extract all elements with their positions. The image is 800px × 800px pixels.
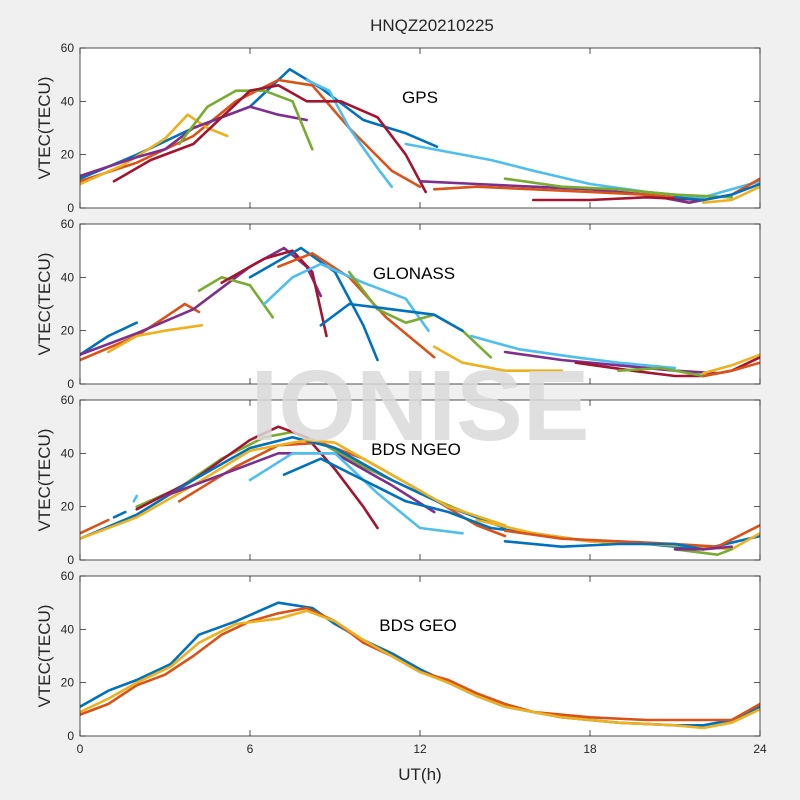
series-line-18 bbox=[701, 361, 760, 378]
series-group bbox=[80, 246, 760, 378]
series-line-8 bbox=[80, 438, 507, 541]
y-tick-label: 0 bbox=[67, 201, 74, 215]
x-tick-label: 24 bbox=[753, 742, 767, 756]
y-tick-label: 40 bbox=[61, 446, 75, 460]
y-tick-label: 0 bbox=[67, 729, 74, 743]
series-line-11 bbox=[503, 177, 734, 199]
y-tick-label: 20 bbox=[61, 676, 75, 690]
x-axis-label: UT(h) bbox=[398, 765, 441, 784]
series-line-3 bbox=[80, 609, 760, 730]
series-line-15 bbox=[673, 547, 734, 557]
series-line-14 bbox=[701, 185, 760, 204]
y-axis-label: VTEC(TECU) bbox=[35, 429, 54, 532]
series-line-13 bbox=[503, 523, 760, 549]
series-line-11 bbox=[319, 302, 464, 333]
x-tick-label: 6 bbox=[247, 742, 254, 756]
series-line-3 bbox=[132, 494, 138, 503]
plot-area bbox=[80, 224, 760, 384]
series-line-16 bbox=[673, 545, 734, 551]
series-line-6 bbox=[220, 249, 328, 338]
x-tick-label: 12 bbox=[413, 742, 427, 756]
series-line-12 bbox=[432, 345, 564, 373]
y-tick-label: 0 bbox=[67, 377, 74, 391]
series-group bbox=[80, 601, 760, 730]
series-line-7 bbox=[80, 435, 507, 541]
y-tick-label: 40 bbox=[61, 270, 75, 284]
y-tick-label: 40 bbox=[61, 94, 75, 108]
panel-bds-ngeo: 0 20 40 60 VTEC(TECU) BDS NGEO bbox=[35, 393, 761, 567]
y-tick-label: 20 bbox=[61, 148, 75, 162]
y-tick-label: 60 bbox=[61, 569, 75, 583]
series-line-13 bbox=[469, 334, 677, 370]
series-line-14 bbox=[503, 539, 705, 551]
series-line-7 bbox=[112, 84, 428, 194]
series-line-16 bbox=[616, 366, 705, 378]
panel-label-bds-geo: BDS GEO bbox=[379, 616, 456, 635]
series-group bbox=[80, 425, 760, 557]
panel-label-bds-ngeo: BDS NGEO bbox=[371, 440, 461, 459]
x-tick-label: 18 bbox=[583, 742, 597, 756]
series-line-9 bbox=[262, 262, 430, 333]
series-line-1 bbox=[80, 518, 110, 535]
y-tick-label: 20 bbox=[61, 324, 75, 338]
series-line-10 bbox=[248, 451, 464, 535]
y-axis-label: VTEC(TECU) bbox=[35, 77, 54, 180]
y-tick-label: 60 bbox=[61, 41, 75, 55]
y-tick-label: 20 bbox=[61, 500, 75, 514]
panel-label-gps: GPS bbox=[402, 88, 438, 107]
watermark: IONISE bbox=[251, 350, 590, 462]
panel-glonass: 0 20 40 60 VTEC(TECU) GLONASS bbox=[35, 217, 761, 391]
series-line-14 bbox=[503, 350, 719, 375]
series-line-2 bbox=[80, 78, 422, 188]
panel-label-glonass: GLONASS bbox=[373, 264, 455, 283]
panel-bds-geo: 0 20 40 60 0 6 12 18 24 VTEC(TECU) BDS GEO bbox=[35, 569, 767, 756]
series-line-12 bbox=[531, 196, 705, 202]
series-line-17 bbox=[701, 353, 760, 375]
series-line-1 bbox=[80, 321, 138, 357]
y-axis-label: VTEC(TECU) bbox=[35, 253, 54, 356]
series-line-13 bbox=[673, 182, 760, 202]
panel-gps: 0 20 40 60 VTEC(TECU) GPS bbox=[35, 41, 761, 215]
figure-title: HNQZ20210225 bbox=[370, 16, 494, 35]
y-tick-label: 0 bbox=[67, 553, 74, 567]
series-line-2 bbox=[80, 302, 201, 362]
series-group bbox=[80, 68, 760, 204]
y-tick-label: 60 bbox=[61, 217, 75, 231]
series-line-10 bbox=[347, 270, 493, 359]
y-tick-label: 60 bbox=[61, 393, 75, 407]
y-axis-label: VTEC(TECU) bbox=[35, 605, 54, 708]
series-line-5 bbox=[197, 275, 275, 319]
series-line-2 bbox=[112, 510, 127, 519]
series-line-4 bbox=[80, 105, 309, 178]
series-line-7 bbox=[248, 246, 379, 362]
x-tick-label: 0 bbox=[77, 742, 84, 756]
series-line-3 bbox=[107, 323, 204, 354]
y-tick-label: 40 bbox=[61, 622, 75, 636]
series-line-6 bbox=[305, 78, 394, 188]
